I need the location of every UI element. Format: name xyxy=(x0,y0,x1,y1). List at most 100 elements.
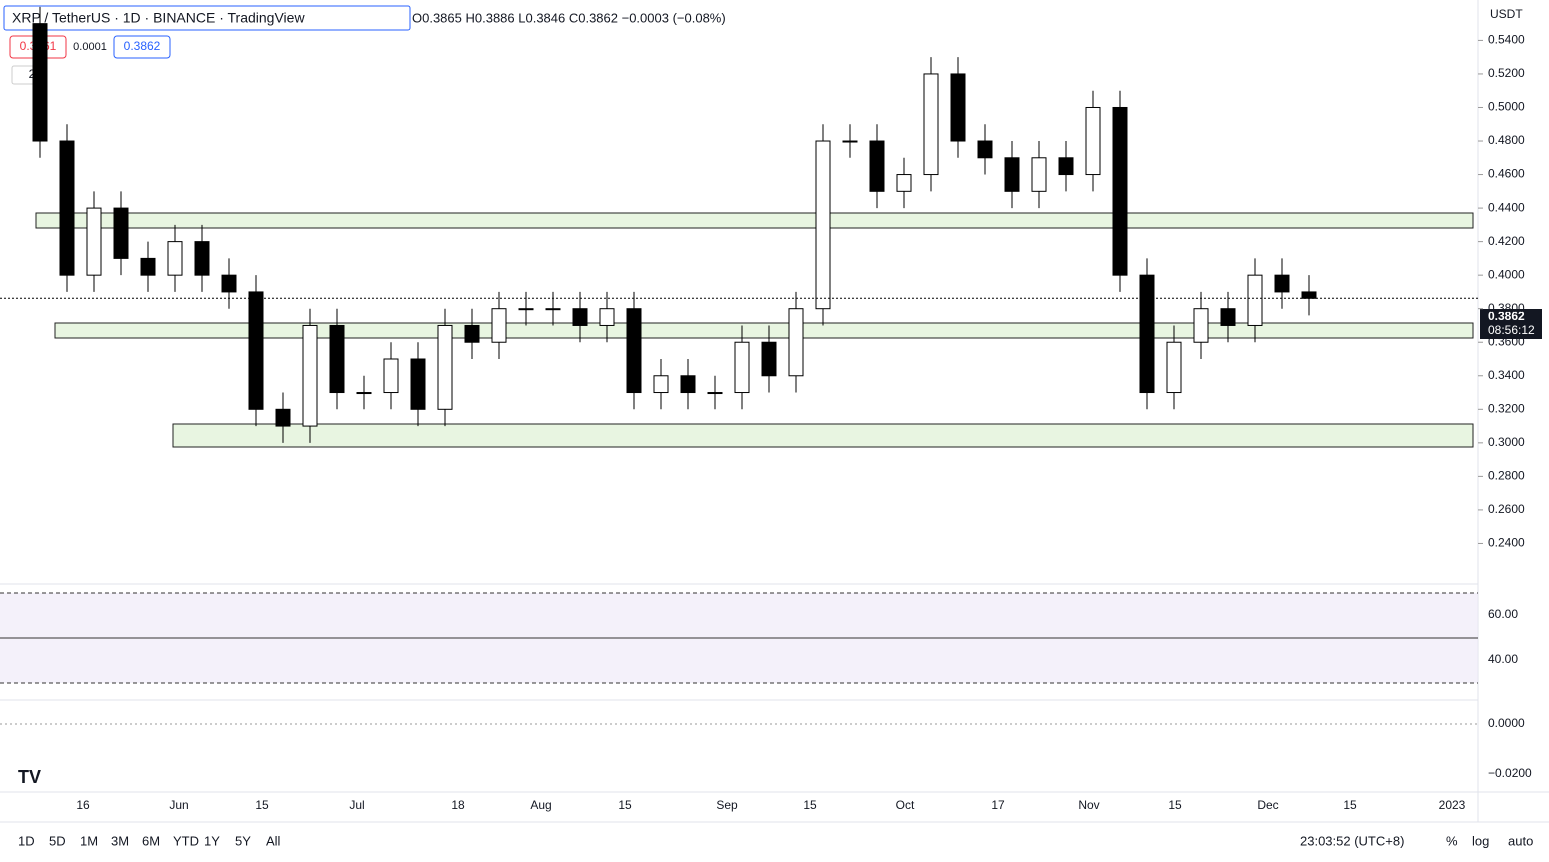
candle-body xyxy=(140,257,156,276)
scale-button[interactable]: log xyxy=(1472,833,1489,848)
timeframe-button[interactable]: 1M xyxy=(80,833,98,848)
scale-button[interactable]: auto xyxy=(1508,833,1533,848)
candle-body xyxy=(437,324,453,410)
candle-body xyxy=(653,375,669,394)
x-tick-label: 2023 xyxy=(1439,798,1466,812)
y-tick-label: 0.3000 xyxy=(1488,435,1525,449)
x-tick-label: 15 xyxy=(803,798,817,812)
candle-body xyxy=(32,23,48,142)
candle-body xyxy=(275,408,291,427)
x-tick-label: 16 xyxy=(76,798,90,812)
last-price-box xyxy=(1480,309,1542,339)
logo: TV xyxy=(18,767,41,787)
x-tick-label: 17 xyxy=(991,798,1005,812)
candle-body xyxy=(1301,291,1317,299)
y-tick-label: 0.2800 xyxy=(1488,469,1525,483)
timeframe-button[interactable]: 1D xyxy=(18,833,35,848)
candle-body xyxy=(1220,308,1236,326)
zone xyxy=(35,212,1474,229)
timeframe-button[interactable]: 6M xyxy=(142,833,160,848)
candle-body xyxy=(1166,341,1182,394)
y-tick-label: 0.5400 xyxy=(1488,33,1525,47)
macd-tick-label: 0.0000 xyxy=(1488,716,1525,730)
x-tick-label: Dec xyxy=(1257,798,1278,812)
x-tick-label: Nov xyxy=(1078,798,1099,812)
timeframe-button[interactable]: 3M xyxy=(111,833,129,848)
candle-body xyxy=(977,140,993,159)
candle-body xyxy=(950,73,966,142)
candle-body xyxy=(572,308,588,326)
candle-body xyxy=(410,358,426,410)
candle-body xyxy=(788,308,804,377)
candle-body xyxy=(842,140,858,143)
zone xyxy=(54,322,1474,339)
last-price: 0.3862 xyxy=(1488,309,1525,323)
candle-body xyxy=(815,140,831,310)
candle-body xyxy=(1085,106,1101,176)
timeframe-button[interactable]: 1Y xyxy=(204,833,220,848)
spread: 0.0001 xyxy=(73,41,107,53)
rsi-tick-label: 60.00 xyxy=(1488,607,1518,621)
candle-body xyxy=(329,324,345,394)
candle-body xyxy=(626,308,642,394)
candle-body xyxy=(383,358,399,394)
clock: 23:03:52 (UTC+8) xyxy=(1300,833,1404,848)
y-tick-label: 0.2600 xyxy=(1488,502,1525,516)
y-tick-label: 0.4000 xyxy=(1488,267,1525,281)
candle-body xyxy=(869,140,885,192)
candle-body xyxy=(221,274,237,293)
candle-body xyxy=(1058,157,1074,176)
candle-body xyxy=(923,73,939,176)
x-tick-label: 15 xyxy=(1168,798,1182,812)
y-tick-label: 0.3200 xyxy=(1488,401,1525,415)
buy-box[interactable] xyxy=(113,35,171,59)
currency[interactable]: USDT xyxy=(1490,7,1523,21)
timeframe-button[interactable]: All xyxy=(266,833,281,848)
symbol-box[interactable] xyxy=(3,5,411,31)
candle-body xyxy=(302,324,318,427)
candle-body xyxy=(356,392,372,395)
candle-body xyxy=(1112,106,1128,276)
y-tick-label: 0.3600 xyxy=(1488,334,1525,348)
x-tick-label: Jul xyxy=(349,798,364,812)
candle-body xyxy=(896,174,912,192)
y-tick-label: 0.4600 xyxy=(1488,167,1525,181)
y-tick-label: 0.3400 xyxy=(1488,368,1525,382)
candle-body xyxy=(1274,274,1290,293)
timeframe-button[interactable]: 5Y xyxy=(235,833,251,848)
candle-body xyxy=(518,308,534,311)
candle-body xyxy=(59,140,75,276)
x-tick-label: Aug xyxy=(530,798,551,812)
candle-body xyxy=(194,241,210,276)
candle-body xyxy=(707,392,723,395)
x-tick-label: 15 xyxy=(1343,798,1357,812)
candle-body xyxy=(248,291,264,410)
candle-body xyxy=(86,207,102,276)
y-tick-label: 0.3800 xyxy=(1488,301,1525,315)
candle-body xyxy=(1193,308,1209,343)
y-tick-label: 0.2400 xyxy=(1488,536,1525,550)
timeframe-button[interactable]: 5D xyxy=(49,833,66,848)
candle-body xyxy=(464,324,480,343)
ohlc-text: O0.3865 H0.3886 L0.3846 C0.3862 −0.0003 … xyxy=(412,10,726,25)
y-tick-label: 0.5000 xyxy=(1488,100,1525,114)
y-tick-label: 0.5200 xyxy=(1488,66,1525,80)
candle-body xyxy=(113,207,129,259)
candle-body xyxy=(734,341,750,394)
candle-body xyxy=(761,341,777,377)
timeframe-button[interactable]: YTD xyxy=(173,833,199,848)
indicator-count[interactable]: 2 xyxy=(29,67,36,81)
macd-tick-label: −0.0200 xyxy=(1488,766,1532,780)
buy-price[interactable]: 0.3862 xyxy=(124,39,161,53)
x-tick-label: 15 xyxy=(618,798,632,812)
candle-body xyxy=(680,375,696,394)
y-tick-label: 0.4200 xyxy=(1488,234,1525,248)
candle-body xyxy=(545,308,561,311)
x-tick-label: Oct xyxy=(896,798,915,812)
candle-body xyxy=(599,308,615,326)
countdown: 08:56:12 xyxy=(1488,323,1535,337)
scale-button[interactable]: % xyxy=(1446,833,1458,848)
symbol-title[interactable]: XRP / TetherUS · 1D · BINANCE · TradingV… xyxy=(12,10,305,26)
